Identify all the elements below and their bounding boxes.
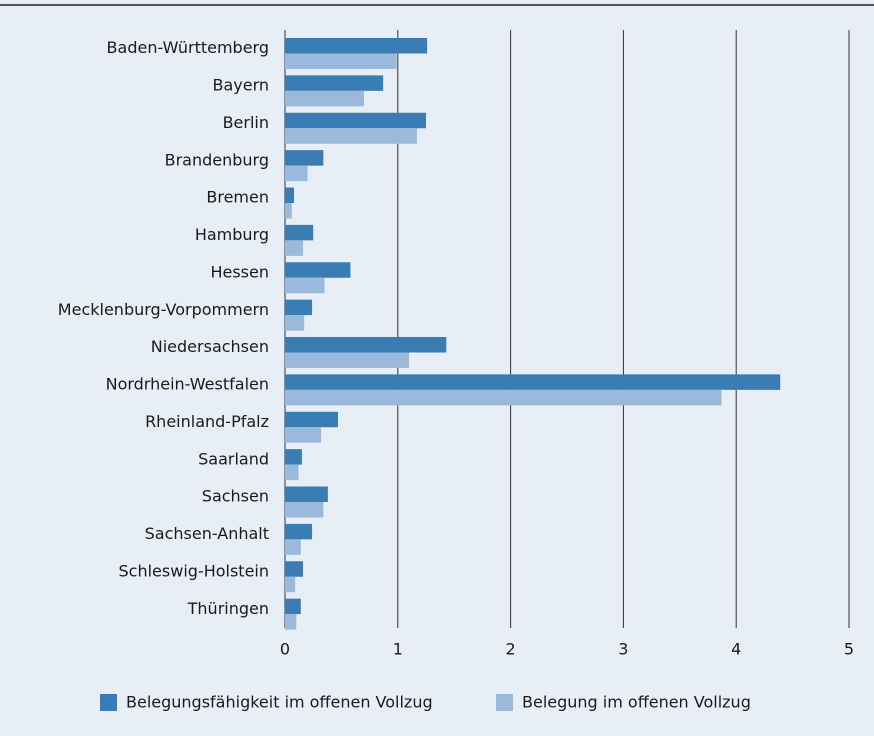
- bar: [285, 598, 301, 615]
- y-tick-label: Hamburg: [195, 225, 269, 244]
- y-tick-label: Brandenburg: [165, 150, 269, 169]
- bar: [285, 352, 410, 368]
- bar: [285, 240, 304, 256]
- bar: [285, 299, 313, 316]
- x-tick-label: 4: [731, 640, 741, 659]
- bar: [285, 150, 324, 166]
- y-tick-label: Berlin: [223, 113, 269, 132]
- bar: [285, 165, 308, 182]
- x-tick-label: 0: [280, 640, 290, 659]
- bar: [285, 262, 351, 278]
- bar: [285, 75, 384, 91]
- bar: [285, 523, 313, 540]
- y-tick-label: Sachsen: [202, 487, 269, 506]
- bar: [285, 576, 296, 593]
- x-tick-label: 3: [618, 640, 628, 659]
- x-tick-label: 5: [844, 640, 854, 659]
- y-tick-label: Bremen: [206, 188, 269, 207]
- x-tick-label: 2: [506, 640, 516, 659]
- bar: [285, 449, 302, 465]
- bar: [285, 224, 314, 241]
- y-tick-label: Hessen: [210, 262, 269, 281]
- bar: [285, 128, 417, 144]
- legend-swatch: [496, 694, 513, 711]
- y-tick-label: Schleswig-Holstein: [119, 561, 269, 580]
- bar: [285, 427, 322, 443]
- bar: [285, 464, 299, 481]
- legend-label: Belegungsfähigkeit im offenen Vollzug: [126, 693, 433, 712]
- y-tick-label: Niedersachsen: [151, 337, 269, 356]
- bar: [285, 112, 426, 129]
- bar: [285, 277, 325, 294]
- y-tick-label: Rheinland-Pfalz: [145, 412, 269, 431]
- bar: [285, 337, 447, 353]
- bar: [285, 53, 397, 69]
- y-tick-label: Thüringen: [187, 599, 269, 618]
- bar: [285, 389, 722, 406]
- bar: [285, 502, 324, 518]
- bar: [285, 539, 301, 555]
- y-tick-label: Saarland: [198, 449, 269, 468]
- bar: [285, 38, 428, 54]
- bar: [285, 411, 339, 428]
- bar: [285, 561, 304, 577]
- bar: [285, 486, 328, 502]
- bar: [285, 614, 297, 630]
- x-tick-label: 1: [393, 640, 403, 659]
- bar: [285, 187, 295, 203]
- y-tick-label: Bayern: [212, 76, 269, 95]
- bar: [285, 374, 781, 390]
- y-tick-label: Mecklenburg-Vorpommern: [58, 300, 269, 319]
- bar: [285, 315, 305, 331]
- bar: [285, 90, 364, 107]
- y-tick-label: Baden-Württemberg: [107, 38, 269, 57]
- y-tick-label: Nordrhein-Westfalen: [106, 375, 269, 394]
- legend-swatch: [100, 694, 117, 711]
- legend-label: Belegung im offenen Vollzug: [522, 693, 751, 712]
- bar: [285, 203, 292, 219]
- y-tick-label: Sachsen-Anhalt: [145, 524, 269, 543]
